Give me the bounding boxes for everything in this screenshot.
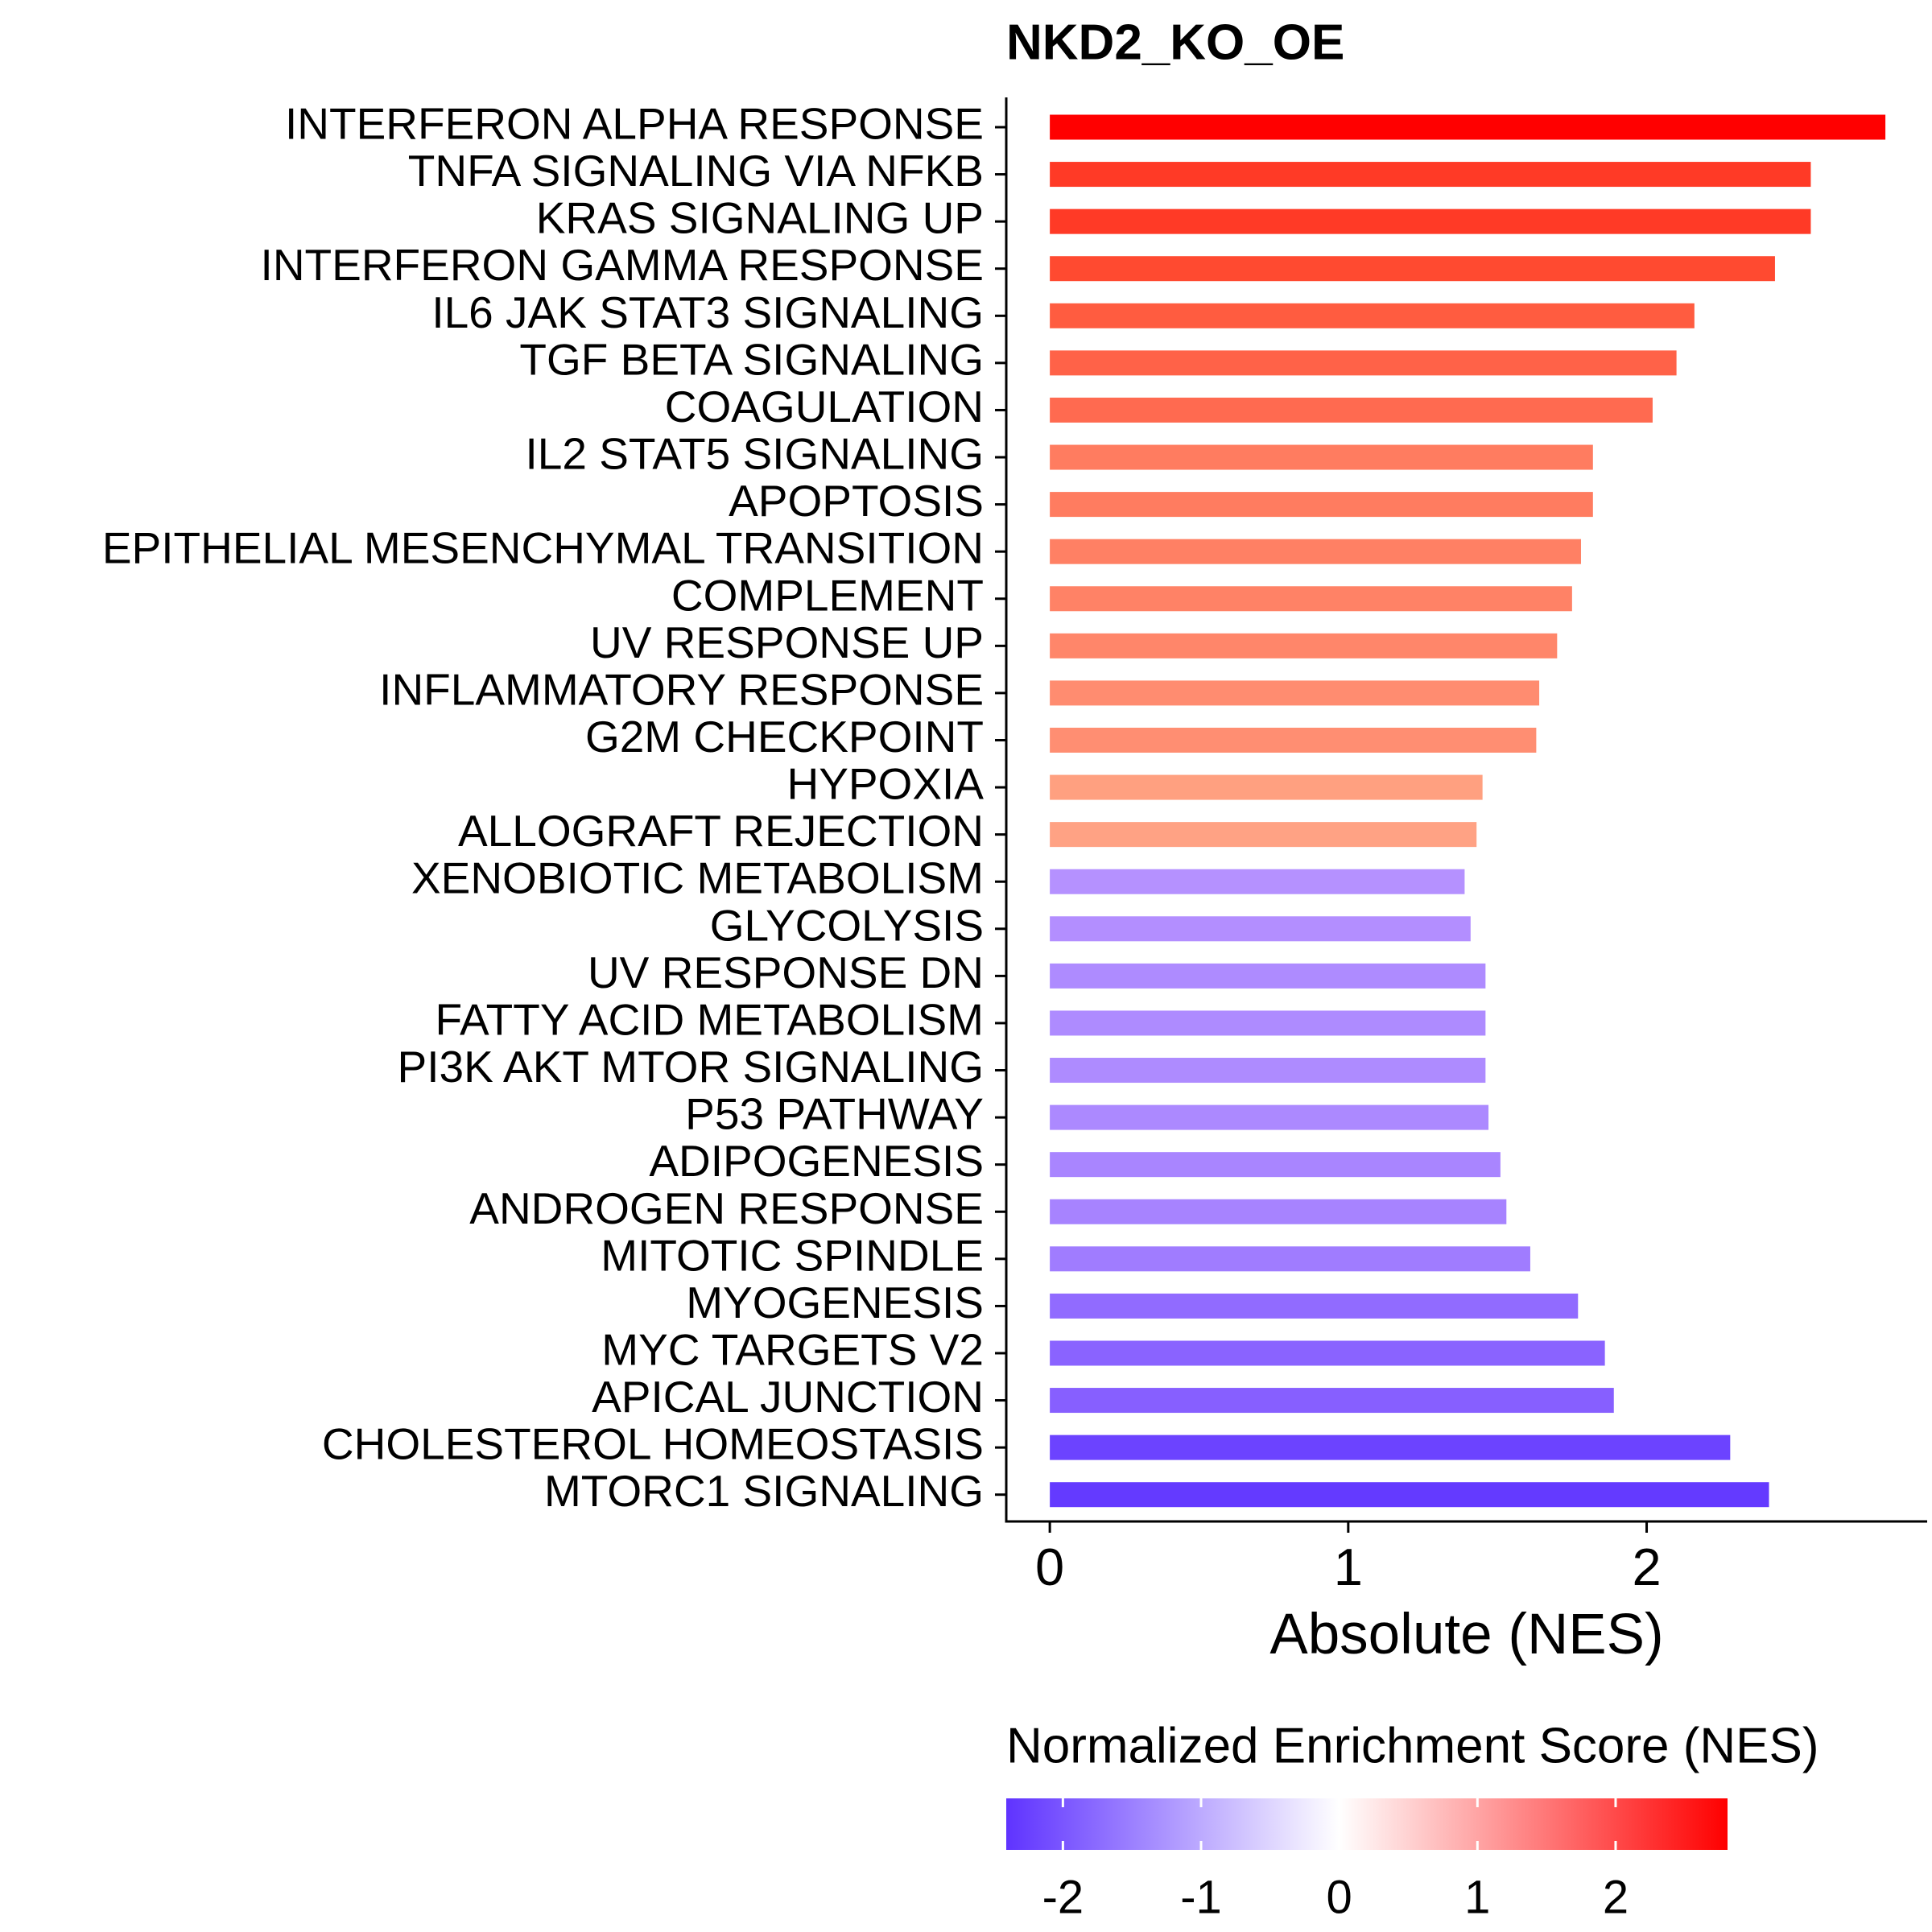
bar — [1050, 1152, 1501, 1178]
bar — [1050, 774, 1483, 800]
legend-title: Normalized Enrichment Score (NES) — [1006, 1718, 1819, 1773]
y-tick-label: PI3K AKT MTOR SIGNALING — [398, 1042, 984, 1092]
bar — [1050, 256, 1775, 282]
chart-title: NKD2_KO_OE — [1006, 14, 1344, 70]
y-tick-label: TNFA SIGNALING VIA NFKB — [408, 146, 984, 196]
bar — [1050, 916, 1471, 942]
y-tick-label: GLYCOLYSIS — [710, 900, 984, 950]
y-tick-label: HYPOXIA — [786, 759, 984, 809]
x-tick-label: 1 — [1334, 1538, 1363, 1596]
y-tick-label: UV RESPONSE UP — [590, 617, 984, 667]
y-tick-label: ADIPOGENESIS — [649, 1136, 984, 1186]
y-tick-label: XENOBIOTIC METABOLISM — [411, 853, 984, 903]
y-tick-label: G2M CHECKPOINT — [585, 712, 984, 762]
y-tick-label: APOPTOSIS — [729, 476, 984, 526]
colorbar — [1006, 1798, 1728, 1850]
bar — [1050, 1435, 1731, 1460]
y-tick-label: CHOLESTEROL HOMEOSTASIS — [322, 1419, 984, 1469]
bar — [1050, 1010, 1486, 1036]
bar — [1050, 1246, 1530, 1272]
bar — [1050, 444, 1593, 470]
bar — [1050, 303, 1695, 328]
colorbar-tick-label: 0 — [1327, 1871, 1352, 1923]
bar — [1050, 1293, 1579, 1319]
y-tick-label: MYOGENESIS — [686, 1278, 984, 1327]
x-axis-title: Absolute (NES) — [1269, 1603, 1663, 1666]
y-tick-label: UV RESPONSE DN — [588, 947, 984, 997]
bar — [1050, 1482, 1769, 1508]
y-tick-label: COAGULATION — [665, 382, 984, 431]
bar — [1050, 1199, 1507, 1224]
y-tick-label: COMPLEMENT — [671, 570, 984, 620]
y-tick-label: KRAS SIGNALING UP — [536, 193, 984, 243]
bar — [1050, 1340, 1605, 1366]
bar — [1050, 208, 1811, 234]
colorbar-tick-label: 1 — [1464, 1871, 1490, 1923]
y-tick-label: ANDROGEN RESPONSE — [469, 1183, 984, 1233]
bar — [1050, 492, 1593, 518]
y-tick-label: MITOTIC SPINDLE — [601, 1230, 984, 1280]
y-tick-label: MYC TARGETS V2 — [601, 1325, 984, 1375]
bar — [1050, 1388, 1614, 1414]
x-tick-label: 0 — [1035, 1538, 1064, 1596]
bar — [1050, 680, 1540, 706]
bar — [1050, 586, 1572, 612]
y-tick-label: EPITHELIAL MESENCHYMAL TRANSITION — [102, 523, 984, 573]
y-tick-label: ALLOGRAFT REJECTION — [458, 806, 984, 856]
bar — [1050, 162, 1811, 188]
x-tick-label: 2 — [1632, 1538, 1661, 1596]
bar — [1050, 1058, 1486, 1084]
bar — [1050, 1104, 1489, 1130]
y-tick-label: INTERFERON GAMMA RESPONSE — [261, 240, 984, 290]
bar — [1050, 963, 1486, 989]
y-tick-label: P53 PATHWAY — [685, 1089, 984, 1139]
bar — [1050, 397, 1653, 423]
bar — [1050, 869, 1465, 894]
colorbar-tick-label: -2 — [1042, 1871, 1084, 1923]
y-tick-label: IL2 STAT5 SIGNALING — [525, 429, 984, 479]
y-tick-label: FATTY ACID METABOLISM — [435, 994, 984, 1044]
y-tick-label: MTORC1 SIGNALING — [544, 1466, 984, 1516]
y-tick-label: APICAL JUNCTION — [592, 1372, 984, 1422]
bar — [1050, 727, 1537, 753]
y-tick-label: INTERFERON ALPHA RESPONSE — [285, 99, 984, 149]
bar — [1050, 350, 1677, 376]
y-tick-label: INFLAMMATORY RESPONSE — [379, 664, 984, 714]
y-tick-label: TGF BETA SIGNALING — [519, 334, 984, 384]
bar — [1050, 822, 1477, 848]
y-tick-label: IL6 JAK STAT3 SIGNALING — [431, 287, 984, 337]
colorbar-tick-label: 2 — [1603, 1871, 1629, 1923]
bar — [1050, 539, 1581, 564]
bar — [1050, 633, 1558, 658]
colorbar-tick-label: -1 — [1180, 1871, 1222, 1923]
bar — [1050, 114, 1886, 140]
